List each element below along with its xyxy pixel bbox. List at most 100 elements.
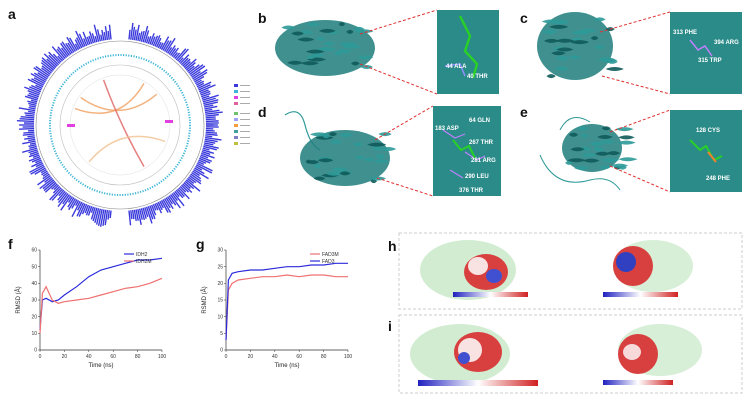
residue-label: 290 LEU bbox=[465, 174, 489, 180]
y-tick-label: 20 bbox=[217, 281, 223, 287]
y-tick-label: 10 bbox=[217, 314, 223, 320]
panel-label-f: f bbox=[8, 236, 13, 252]
surface-panel-i bbox=[398, 314, 743, 394]
zoom-connector bbox=[609, 109, 671, 133]
x-tick-label: 60 bbox=[296, 354, 302, 360]
x-tick-label: 100 bbox=[158, 354, 167, 360]
x-tick-label: 20 bbox=[62, 354, 68, 360]
y-tick-label: 10 bbox=[31, 331, 37, 337]
y-tick-label: 30 bbox=[31, 298, 37, 304]
y-axis-title: RSMD (Å) bbox=[201, 286, 208, 313]
residue-label: 40 THR bbox=[467, 74, 488, 80]
panel-label-h: h bbox=[388, 238, 397, 254]
protein-structure-d bbox=[300, 130, 397, 186]
zoom-inset-d bbox=[433, 106, 501, 196]
circos-inner-ring bbox=[59, 64, 181, 186]
residue-label: 315 TRP bbox=[698, 58, 722, 64]
circos-links bbox=[74, 79, 166, 167]
legend-label: IDH2 bbox=[136, 252, 148, 258]
ligand bbox=[689, 139, 723, 162]
charge-scale-bar bbox=[603, 380, 673, 385]
y-tick-label: 15 bbox=[217, 298, 223, 304]
circos-magenta-mark-left bbox=[67, 124, 75, 127]
rmsd-chart-g: 0 20 40 60 80 100 0 5 10 15 20 25 30 Time (ns) RSMD (Å… bbox=[201, 248, 353, 369]
x-tick-label: 100 bbox=[344, 354, 353, 360]
series-line-fad3m bbox=[225, 274, 348, 341]
y-tick-label: 30 bbox=[217, 248, 223, 254]
circos-magenta-mark-right bbox=[165, 120, 173, 123]
panel-label-c: c bbox=[520, 10, 528, 26]
legend-label: FAD3M bbox=[322, 252, 339, 258]
residue-label: 248 PHE bbox=[706, 176, 730, 182]
zoom-inset-c bbox=[670, 12, 742, 94]
y-tick-label: 25 bbox=[217, 264, 223, 270]
y-tick-label: 40 bbox=[31, 281, 37, 287]
panel-label-d: d bbox=[258, 104, 267, 120]
protein-panel-e: 128 CYS 248 PHE bbox=[539, 109, 742, 193]
protein-panel-d: 183 ASP 64 GLN 267 THR 281 ARG 290 LEU 3… bbox=[284, 105, 501, 197]
charge-scale-bar bbox=[453, 292, 528, 297]
x-tick-label: 0 bbox=[39, 354, 42, 360]
residue-label: 281 ARG bbox=[471, 158, 496, 164]
panel-label-g: g bbox=[196, 236, 205, 252]
legend-label: FAD3 bbox=[322, 259, 335, 265]
zoom-connector bbox=[376, 177, 434, 197]
series-line-idh2 bbox=[39, 257, 163, 331]
residue-label: 267 THR bbox=[469, 140, 494, 146]
x-tick-label: 0 bbox=[225, 354, 228, 360]
surface-panel-h bbox=[398, 232, 743, 310]
x-axis-title: Time (ns) bbox=[274, 363, 299, 369]
surface-complex-h2 bbox=[613, 240, 693, 292]
y-tick-label: 5 bbox=[220, 331, 223, 337]
x-tick-label: 20 bbox=[248, 354, 254, 360]
residue-label: 128 CYS bbox=[696, 128, 720, 134]
zoom-connector bbox=[374, 105, 434, 141]
y-tick-label: 0 bbox=[34, 348, 37, 354]
series-line-fad3 bbox=[225, 262, 348, 341]
panel-label-i: i bbox=[388, 318, 392, 334]
y-tick-label: 60 bbox=[31, 248, 37, 254]
protein-structure-c bbox=[537, 12, 624, 80]
zoom-inset-e bbox=[670, 110, 742, 192]
panel-label-a: a bbox=[8, 6, 16, 22]
legend-label: IDH2M bbox=[136, 259, 152, 265]
zoom-inset-b bbox=[437, 10, 499, 94]
zoom-connector bbox=[601, 75, 671, 95]
y-axis-title: RMSD (Å) bbox=[15, 286, 22, 313]
zoom-connector bbox=[609, 165, 671, 193]
residue-label: 44 ALA bbox=[446, 64, 467, 70]
zoom-connector bbox=[359, 9, 438, 35]
zoom-connector bbox=[599, 11, 671, 33]
ligand bbox=[458, 15, 479, 79]
x-tick-label: 80 bbox=[135, 354, 141, 360]
x-tick-label: 80 bbox=[321, 354, 327, 360]
residue-label: 376 THR bbox=[459, 188, 484, 194]
panel-label-e: e bbox=[520, 104, 528, 120]
x-tick-label: 40 bbox=[272, 354, 278, 360]
x-tick-label: 60 bbox=[110, 354, 116, 360]
panel-label-b: b bbox=[258, 10, 267, 26]
residue-label: 64 GLN bbox=[469, 118, 490, 124]
circos-plot bbox=[16, 22, 223, 227]
charge-scale-bar bbox=[603, 292, 678, 297]
circos-legend bbox=[234, 84, 250, 145]
circos-inner-ring-2 bbox=[69, 74, 171, 176]
series-line-idh2m bbox=[39, 277, 163, 334]
surface-complex-h1 bbox=[420, 240, 516, 300]
surface-complex-i1 bbox=[410, 324, 510, 384]
y-tick-label: 20 bbox=[31, 314, 37, 320]
zoom-connector bbox=[359, 63, 438, 95]
surface-complex-i2 bbox=[618, 324, 702, 376]
x-tick-label: 40 bbox=[86, 354, 92, 360]
protein-panel-b: 44 ALA 40 THR bbox=[275, 9, 499, 95]
circos-cyan-ring bbox=[49, 54, 191, 196]
rmsd-chart-f: 0 20 40 60 80 100 0 10 20 30 40 50 60 Time (ns) RMSD (… bbox=[15, 248, 167, 369]
protein-structure-b bbox=[275, 20, 375, 76]
x-axis-title: Time (ns) bbox=[88, 363, 113, 369]
y-tick-label: 50 bbox=[31, 264, 37, 270]
circos-outer-ring bbox=[16, 22, 223, 227]
residue-label: 394 ARG bbox=[714, 40, 739, 46]
residue-label: 313 PHE bbox=[673, 30, 697, 36]
residue-label: 183 ASP bbox=[435, 126, 459, 132]
charge-scale-bar bbox=[418, 380, 538, 386]
